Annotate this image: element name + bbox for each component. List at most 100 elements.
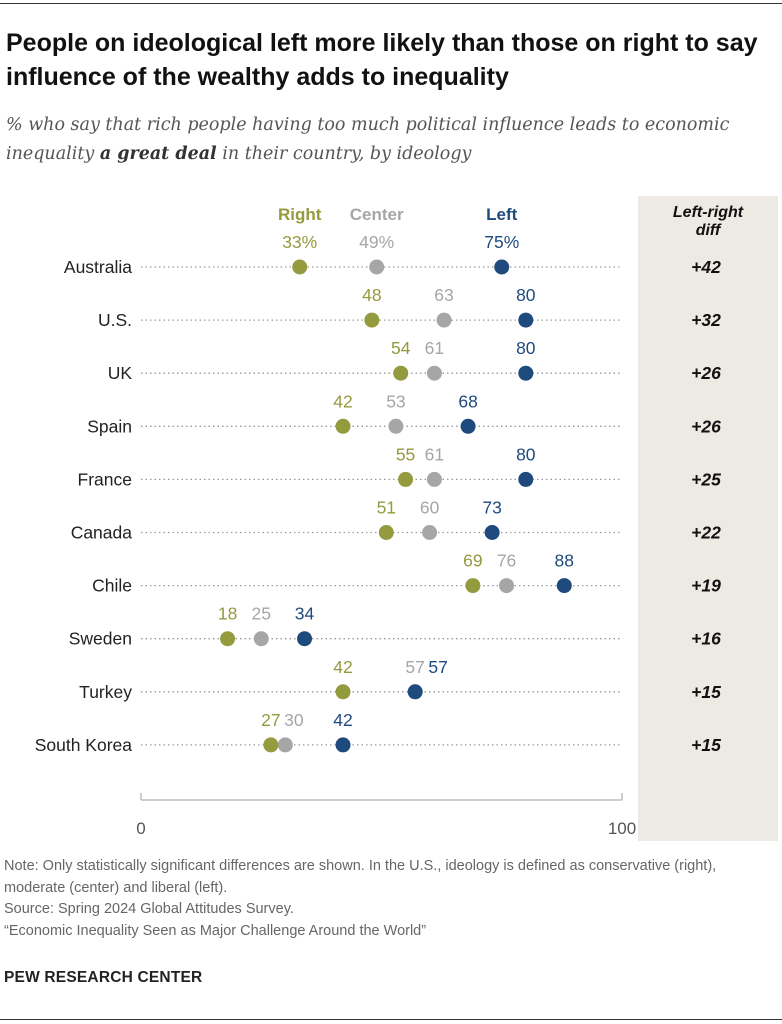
- note-text: Note: Only statistically significant dif…: [4, 858, 717, 896]
- diff-header-line1: Left-right: [673, 204, 744, 221]
- dot-left: [335, 737, 351, 753]
- subtitle-text-end: in their country, by ideology: [216, 144, 472, 164]
- country-label: France: [78, 469, 132, 489]
- dot-center: [388, 418, 404, 434]
- value-label-center: 76: [497, 551, 516, 571]
- value-label-left: 75%: [484, 232, 519, 252]
- dot-center: [422, 525, 438, 540]
- value-label-center: 61: [425, 444, 444, 464]
- value-label-left: 68: [458, 391, 477, 411]
- value-label-center: 63: [434, 285, 453, 305]
- dot-right: [398, 471, 414, 487]
- dot-left: [518, 365, 534, 381]
- dot-left: [460, 418, 476, 434]
- dot-left: [407, 684, 423, 700]
- country-label: UK: [108, 363, 133, 383]
- dot-right: [335, 418, 351, 434]
- top-rule: [0, 3, 782, 4]
- diff-value: +32: [691, 310, 721, 330]
- pew-credit: PEW RESEARCH CENTER: [4, 969, 203, 986]
- value-label-left: 34: [295, 604, 315, 624]
- dot-center: [426, 365, 442, 381]
- value-label-right: 55: [396, 444, 415, 464]
- value-label-center: 30: [284, 710, 304, 730]
- dot-right: [465, 578, 481, 594]
- dot-left: [556, 578, 572, 594]
- dot-right: [292, 259, 308, 275]
- dot-center: [369, 259, 385, 275]
- value-label-left: 57: [428, 657, 447, 677]
- legend-right: Right: [278, 205, 322, 224]
- diff-value: +26: [691, 416, 721, 436]
- value-label-center: 53: [386, 391, 405, 411]
- value-label-center: 57: [405, 657, 424, 677]
- value-label-left: 80: [516, 338, 536, 358]
- value-label-center: 49%: [359, 232, 394, 252]
- country-label: Turkey: [79, 682, 132, 702]
- bottom-rule: [0, 1019, 782, 1020]
- diff-header-line2: diff: [696, 222, 722, 239]
- dot-right: [393, 365, 409, 381]
- country-label: Sweden: [69, 629, 132, 649]
- dot-left: [484, 525, 500, 540]
- country-label: U.S.: [98, 310, 132, 330]
- chart-title: People on ideological left more likely t…: [6, 29, 758, 91]
- legend-center: Center: [350, 205, 404, 224]
- dot-center: [499, 578, 515, 594]
- dot-right: [378, 525, 394, 540]
- legend-left: Left: [486, 205, 518, 224]
- chart-subtitle: % who say that rich people having too mu…: [6, 111, 776, 169]
- value-label-right: 48: [362, 285, 381, 305]
- diff-value: +42: [691, 257, 721, 277]
- value-label-center: 61: [425, 338, 444, 358]
- dot-center: [253, 631, 269, 647]
- country-label: Spain: [87, 416, 132, 436]
- dot-center: [436, 312, 452, 328]
- diff-value: +25: [691, 469, 721, 489]
- value-label-right: 18: [218, 604, 237, 624]
- value-label-left: 88: [555, 551, 574, 571]
- dot-right: [220, 631, 236, 647]
- dot-left: [297, 631, 313, 647]
- diff-value: +16: [691, 629, 721, 649]
- dot-right: [263, 737, 279, 753]
- country-label: Australia: [64, 257, 132, 277]
- diff-value: +22: [691, 523, 721, 543]
- dot-left: [518, 471, 534, 487]
- value-label-right: 69: [463, 551, 482, 571]
- value-label-left: 80: [516, 285, 536, 305]
- subtitle-emphasis: a great deal: [99, 144, 217, 164]
- value-label-right: 33%: [282, 232, 317, 252]
- notes-block: Note: Only statistically significant dif…: [4, 856, 774, 942]
- diff-value: +19: [691, 576, 721, 596]
- dot-center: [426, 471, 442, 487]
- diff-value: +26: [691, 363, 721, 383]
- country-label: Canada: [71, 523, 133, 543]
- diff-value: +15: [691, 735, 721, 755]
- source-text: Source: Spring 2024 Global Attitudes Sur…: [4, 901, 294, 917]
- value-label-right: 42: [333, 657, 352, 677]
- report-title: “Economic Inequality Seen as Major Chall…: [4, 922, 427, 939]
- value-label-center: 60: [420, 498, 440, 518]
- country-label: Chile: [92, 576, 132, 596]
- dot-right: [364, 312, 380, 328]
- value-label-right: 42: [333, 391, 352, 411]
- dot-left: [518, 312, 534, 328]
- country-label: South Korea: [35, 735, 133, 755]
- value-label-right: 51: [377, 498, 396, 518]
- dot-center: [277, 737, 293, 753]
- value-label-right: 27: [261, 710, 280, 730]
- diff-value: +15: [691, 682, 721, 702]
- value-label-left: 73: [482, 498, 501, 518]
- dot-right: [335, 684, 351, 700]
- value-label-left: 80: [516, 444, 536, 464]
- x-tick-label-100: 100: [608, 819, 636, 838]
- value-label-center: 25: [252, 604, 271, 624]
- value-label-right: 54: [391, 338, 411, 358]
- subtitle-text-start: % who say that rich people having too mu…: [6, 115, 730, 164]
- diff-column-background: [638, 196, 778, 841]
- x-tick-label-0: 0: [136, 819, 145, 838]
- value-label-left: 42: [333, 710, 352, 730]
